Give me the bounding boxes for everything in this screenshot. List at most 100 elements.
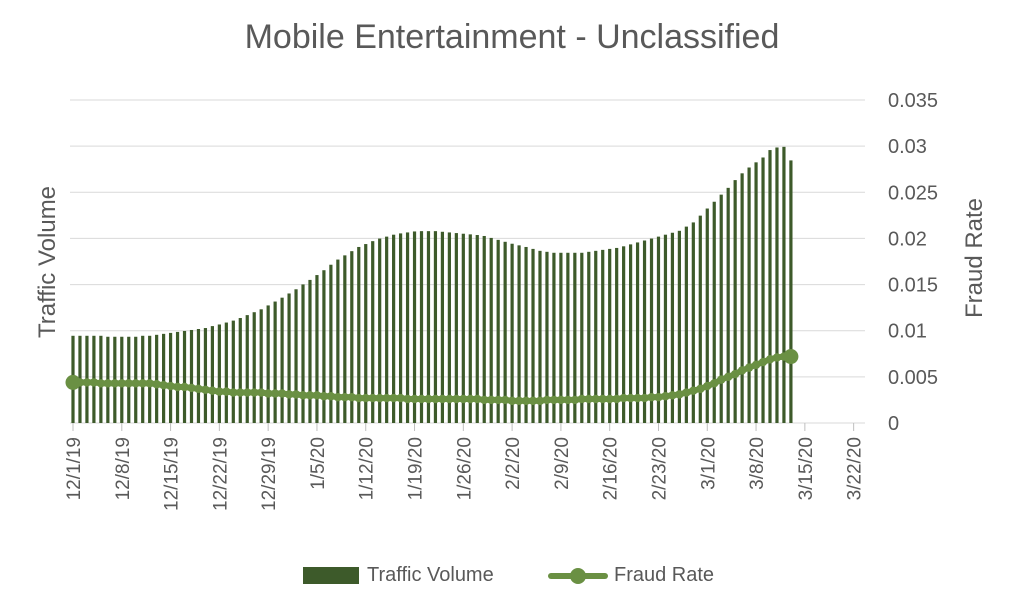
traffic-volume-bar bbox=[684, 226, 688, 423]
fraud-rate-point bbox=[368, 393, 377, 403]
fraud-rate-point bbox=[528, 396, 538, 406]
fraud-rate-point bbox=[389, 393, 398, 403]
traffic-volume-bar bbox=[496, 239, 500, 423]
fraud-rate-point bbox=[744, 363, 754, 372]
fraud-rate-point bbox=[431, 394, 440, 404]
traffic-volume-bar bbox=[580, 252, 584, 423]
traffic-volume-bar bbox=[461, 233, 465, 423]
fraud-rate-point bbox=[535, 396, 545, 406]
traffic-volume-bar bbox=[594, 250, 598, 423]
y-right-tick-label: 0.025 bbox=[888, 182, 938, 204]
traffic-volume-bar bbox=[252, 312, 256, 423]
traffic-volume-bar bbox=[357, 246, 361, 423]
fraud-rate-point bbox=[284, 390, 294, 399]
fraud-rate-point bbox=[689, 386, 698, 395]
fraud-rate-point bbox=[424, 394, 433, 404]
fraud-rate-point bbox=[270, 389, 280, 398]
legend-item-fraud-rate: Fraud Rate bbox=[548, 564, 714, 587]
legend-label-traffic-volume: Traffic Volume bbox=[367, 564, 494, 586]
traffic-volume-bar bbox=[301, 284, 305, 423]
x-tick-label: 12/29/19 bbox=[259, 437, 280, 511]
traffic-volume-bar bbox=[566, 252, 570, 423]
traffic-volume-bar bbox=[168, 332, 173, 423]
fraud-rate-point bbox=[507, 396, 517, 406]
x-tick-label: 1/5/20 bbox=[308, 437, 329, 490]
x-tick-label: 12/8/19 bbox=[113, 437, 134, 500]
fraud-rate-point bbox=[654, 392, 663, 402]
traffic-volume-bar bbox=[182, 330, 187, 423]
fraud-rate-point bbox=[751, 360, 761, 370]
fraud-rate-point bbox=[696, 384, 705, 394]
x-tick-label: 2/2/20 bbox=[503, 437, 524, 490]
traffic-volume-bar bbox=[482, 235, 486, 423]
traffic-volume-bar bbox=[601, 249, 605, 423]
traffic-volume-bar bbox=[162, 333, 166, 423]
traffic-volume-bar bbox=[789, 160, 793, 423]
fraud-rate-point bbox=[298, 391, 308, 400]
fraud-rate-point bbox=[347, 392, 356, 402]
fraud-rate-point bbox=[612, 394, 621, 404]
fraud-rate-point bbox=[291, 390, 301, 399]
fraud-rate-point bbox=[737, 366, 747, 375]
fraud-rate-point bbox=[263, 389, 273, 398]
fraud-rate-point bbox=[333, 392, 343, 402]
x-tick-label: 3/15/20 bbox=[796, 437, 817, 500]
fraud-rate-point bbox=[326, 392, 336, 401]
fraud-rate-point bbox=[605, 394, 614, 404]
fraud-rate-point bbox=[131, 379, 140, 388]
fraud-rate-point bbox=[124, 379, 133, 388]
traffic-volume-bar bbox=[238, 318, 242, 423]
fraud-rate-point bbox=[208, 386, 217, 395]
fraud-rate-point bbox=[758, 357, 768, 367]
fraud-rate-point bbox=[410, 394, 419, 404]
traffic-volume-bar bbox=[468, 234, 472, 423]
legend-swatch-traffic-volume bbox=[303, 567, 359, 584]
fraud-rate-point bbox=[354, 393, 363, 403]
fraud-rate-point bbox=[215, 387, 224, 396]
traffic-volume-bar bbox=[217, 324, 221, 423]
traffic-volume-bar bbox=[308, 279, 312, 423]
traffic-volume-bar bbox=[440, 231, 445, 423]
traffic-volume-bar bbox=[489, 237, 493, 423]
y-right-tick-label: 0.035 bbox=[888, 90, 938, 112]
traffic-volume-bar bbox=[677, 230, 681, 423]
fraud-rate-point bbox=[682, 388, 691, 397]
fraud-rate-point bbox=[730, 369, 740, 379]
traffic-volume-bar bbox=[433, 231, 438, 423]
fraud-rate-point bbox=[466, 394, 475, 404]
traffic-volume-bar bbox=[782, 146, 786, 423]
traffic-volume-bar bbox=[322, 270, 326, 423]
traffic-volume-bar bbox=[510, 243, 514, 423]
fraud-rate-point bbox=[277, 389, 287, 398]
traffic-volume-bar bbox=[503, 241, 507, 423]
traffic-volume-bar bbox=[405, 232, 410, 423]
fraud-rate-point bbox=[110, 379, 120, 388]
traffic-volume-bar bbox=[608, 248, 612, 423]
traffic-volume-bar bbox=[231, 320, 235, 423]
traffic-volume-bar bbox=[747, 167, 751, 423]
fraud-rate-point bbox=[480, 395, 489, 405]
fraud-rate-point bbox=[340, 392, 350, 402]
fraud-rate-point bbox=[166, 381, 175, 391]
traffic-volume-bar bbox=[259, 309, 263, 423]
traffic-volume-bar bbox=[775, 147, 779, 423]
traffic-volume-bar bbox=[531, 248, 535, 423]
traffic-volume-bar bbox=[733, 180, 737, 423]
x-tick-label: 2/9/20 bbox=[552, 437, 573, 490]
y-right-tick-label: 0 bbox=[888, 413, 899, 435]
fraud-rate-point bbox=[319, 392, 329, 401]
traffic-volume-bar bbox=[573, 252, 577, 423]
fraud-rate-point bbox=[591, 394, 600, 404]
fraud-rate-point bbox=[229, 388, 238, 397]
fraud-rate-point bbox=[396, 393, 405, 403]
traffic-volume-bar bbox=[768, 150, 772, 423]
fraud-rate-point bbox=[487, 395, 496, 405]
traffic-volume-bar bbox=[635, 242, 640, 423]
y-right-tick-label: 0.005 bbox=[888, 367, 938, 389]
traffic-volume-bar bbox=[196, 329, 201, 423]
fraud-rate-point bbox=[117, 379, 126, 388]
fraud-rate-point bbox=[765, 355, 775, 364]
fraud-rate-point bbox=[180, 382, 189, 392]
traffic-volume-bar bbox=[280, 297, 284, 423]
